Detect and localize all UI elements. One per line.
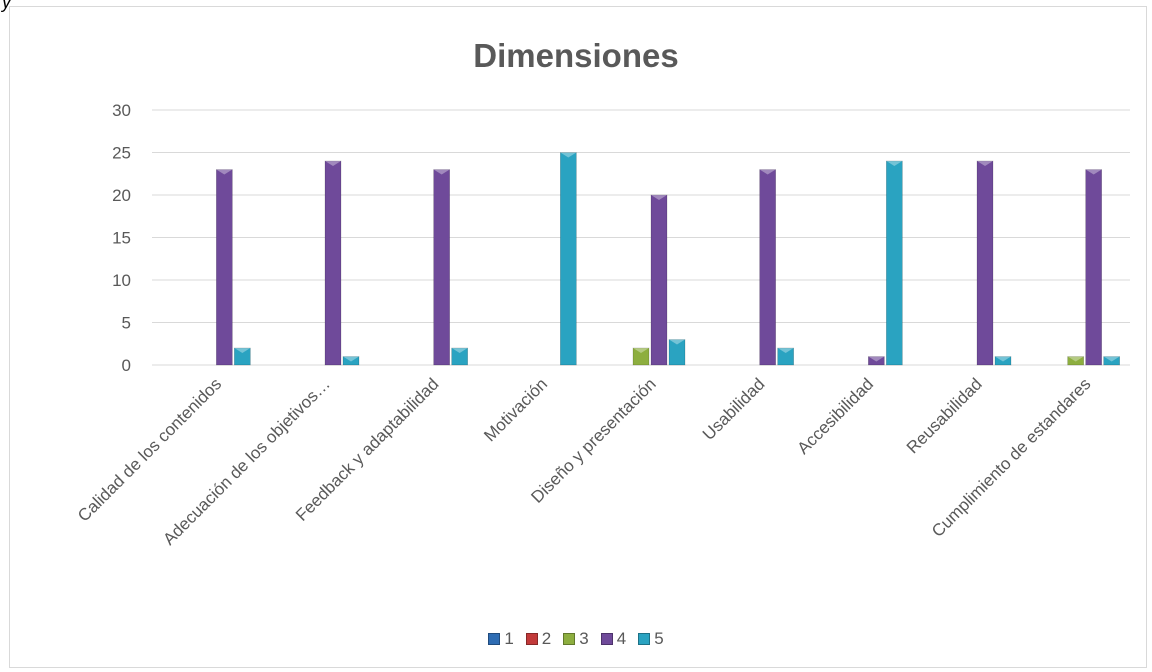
bar-bevel [560, 152, 577, 158]
bar-series-5 [668, 339, 686, 366]
bar-bevel [777, 348, 794, 353]
legend-item: 3 [563, 629, 589, 649]
bar-series-4 [650, 194, 668, 366]
bar-bevel [886, 161, 903, 166]
bar-bevel [868, 356, 885, 362]
legend-label: 5 [654, 629, 664, 648]
bar-series-4 [1085, 169, 1102, 366]
bar-series-4 [976, 160, 994, 366]
bar-bevel [633, 348, 649, 353]
x-tick-label: Accesibilidad [794, 374, 878, 458]
bar-series-4 [433, 169, 450, 366]
bar-bevel [651, 195, 667, 200]
legend-item: 5 [638, 629, 664, 649]
bar-series-4 [868, 356, 885, 366]
y-tick-label: 5 [122, 314, 131, 333]
bar-bevel [669, 339, 685, 345]
y-tick-label: 0 [122, 356, 131, 375]
bar-bevel [1067, 356, 1084, 362]
bar-series-4 [216, 169, 233, 366]
legend-label: 4 [616, 629, 627, 648]
chart-legend: 1 2 3 4 5 [0, 629, 1152, 649]
chart-frame [9, 6, 1147, 668]
bar-series-4 [759, 169, 776, 366]
chart-title: Dimensiones [473, 37, 679, 74]
bar-bevel [451, 348, 468, 353]
x-tick-label: Diseño y presentación [527, 374, 659, 506]
bar-bevel [343, 356, 359, 362]
legend-swatch [488, 633, 501, 645]
bar-bevel [995, 356, 1011, 362]
bar-series-5 [994, 356, 1012, 366]
y-tick-label: 15 [112, 229, 131, 248]
bar-series-4 [324, 160, 342, 366]
legend-swatch [563, 633, 576, 645]
bar-bevel [759, 169, 776, 175]
y-tick-label: 20 [112, 186, 131, 205]
legend-item: 2 [525, 629, 552, 649]
legend-item: 4 [600, 629, 627, 649]
bar-bevel [325, 161, 341, 166]
legend-item: 1 [488, 629, 514, 649]
legend-label: 1 [504, 629, 514, 648]
bar-series-5 [560, 152, 577, 366]
x-tick-label: Motivación [480, 374, 551, 445]
bar-series-5 [777, 347, 794, 366]
legend-label: 3 [579, 629, 589, 648]
bar-series-5 [1103, 356, 1120, 366]
bar-series-5 [886, 160, 903, 366]
bar-bevel [977, 161, 993, 166]
bar-bevel [433, 169, 450, 175]
bar-bevel [1103, 356, 1120, 362]
legend-swatch [638, 633, 651, 645]
bar-bevel [216, 169, 233, 175]
bar-series-3 [632, 347, 650, 366]
bar-series-3 [1067, 356, 1084, 366]
y-tick-label: 30 [112, 101, 131, 120]
bar-series-5 [234, 347, 251, 366]
legend-label: 2 [541, 629, 552, 648]
legend-swatch [525, 633, 538, 645]
bar-series-5 [342, 356, 360, 366]
corner-mark: y [2, 0, 11, 12]
bar-series-5 [451, 347, 468, 366]
y-tick-label: 25 [112, 144, 131, 163]
legend-swatch [600, 633, 613, 645]
bar-bevel [1085, 169, 1102, 175]
x-tick-label: Usabilidad [699, 374, 769, 444]
bar-bevel [234, 348, 251, 353]
x-tick-label: Reusabilidad [903, 374, 986, 457]
y-tick-label: 10 [112, 271, 131, 290]
